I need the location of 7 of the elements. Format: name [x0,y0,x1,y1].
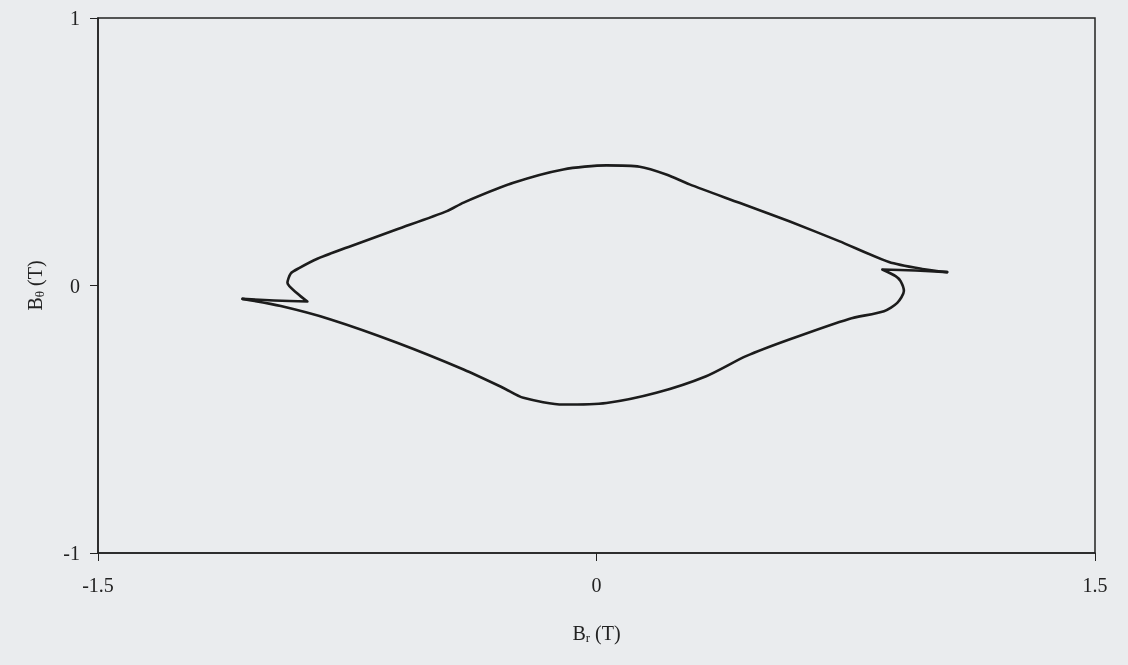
x-tick-label: -1.5 [82,574,114,596]
y-axis-title: Bθ (T) [23,260,47,311]
y-tick-label: 0 [70,274,80,297]
x-tick-label: 1.5 [1082,574,1108,596]
y-tick-label: -1 [63,542,80,564]
x-tick-label: 0 [591,574,602,596]
y-tick-label: 1 [70,7,80,29]
